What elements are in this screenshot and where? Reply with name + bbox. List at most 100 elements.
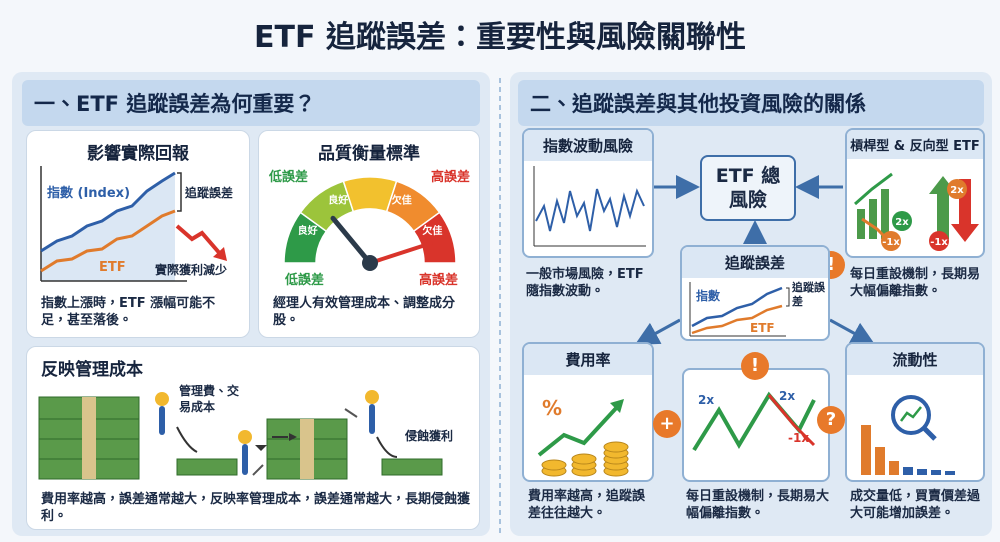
decoration: [634, 318, 681, 345]
index-label: 指數 (Index): [47, 185, 130, 201]
liquidity-node: 流動性: [845, 342, 985, 482]
high-label: 高誤差: [431, 169, 470, 185]
alert-badge: !: [741, 352, 769, 380]
node-title: 槓桿型 & 反向型 ETF: [847, 130, 983, 159]
center-label: ETF 總風險: [715, 165, 781, 211]
decoration: [947, 179, 967, 199]
decoration: [41, 173, 175, 281]
decoration: [537, 403, 621, 457]
decoration: [365, 390, 379, 404]
gauge-needle: [330, 215, 373, 266]
tracking-node: 追蹤誤差 指數 ETF 追蹤誤差: [680, 245, 830, 341]
decoration: [767, 394, 816, 447]
decoration: [155, 390, 379, 444]
node-caption: 成交量低，買賣價差過大可能增加誤差。: [850, 489, 981, 521]
node-caption: 費用率越高，追蹤誤差往往越大。: [528, 489, 646, 521]
leveraged-illustration: 2x 2x -1x -1x: [854, 172, 979, 251]
decoration: [786, 287, 790, 307]
card-caption: 指數上漲時，ETF 漲幅可能不足，甚至落後。: [41, 296, 216, 328]
page-title: ETF 追蹤誤差：重要性與風險關聯性: [254, 20, 746, 55]
node-title: 指數波動風險: [524, 130, 652, 161]
card-title: 影響實際回報: [87, 144, 189, 164]
decoration: [857, 209, 865, 239]
decoration: [829, 318, 876, 345]
daily-reset-illustration: 2x 2x -1x: [692, 389, 816, 452]
decoration: [40, 209, 176, 273]
decoration: [176, 426, 198, 453]
card-title: 反映管理成本: [41, 360, 143, 380]
gauge-zone-label: 良好: [328, 194, 348, 207]
decoration: [40, 171, 176, 253]
decoration: [252, 464, 264, 476]
decoration: [881, 189, 889, 239]
plus-badge: +: [653, 410, 681, 438]
node-caption: 每日重設機制，長期易大幅偏離指數。: [686, 489, 830, 521]
decoration: [159, 404, 375, 475]
decoration: [300, 419, 314, 479]
node-title: 追蹤誤差: [682, 247, 828, 278]
decoration: [177, 172, 182, 212]
decoration: [951, 179, 979, 242]
cost-card: 反映管理成本 管理費、交易成本 侵蝕獲利 費用率越高，誤差通常越大，反映率管理成…: [26, 346, 480, 530]
decoration: [857, 189, 889, 239]
decoration: [255, 445, 267, 451]
decoration: [289, 433, 297, 441]
quality-card: 品質衡量標準 低誤差 高誤差 低誤差 高誤差 良好 良好 欠佳 欠佳 經理人有效管理成…: [258, 130, 480, 338]
index-risk-node: 指數波動風險: [522, 128, 654, 258]
decoration: [869, 199, 877, 239]
center-node: ETF 總風險: [700, 155, 796, 221]
decoration: [255, 445, 267, 451]
decoration: [634, 175, 876, 345]
expense-illustration: %: [537, 396, 629, 477]
etf-label: ETF: [99, 260, 126, 275]
decoration: [344, 408, 358, 418]
expense-node: 費用率 %: [522, 342, 654, 482]
node-title: 流動性: [847, 344, 983, 375]
section-heading: 二、追蹤誤差與其他投資風險的關係: [518, 80, 984, 126]
impact-illustration: 指數 (Index) ETF 追蹤誤差 實際獲利減少: [40, 166, 233, 282]
impact-card: 影響實際回報 指數 (Index) ETF 追蹤誤差 實際獲利減少 指數上漲時，…: [26, 130, 250, 338]
card-title: 品質衡量標準: [318, 144, 420, 164]
gauge-needle: [368, 241, 433, 265]
cost-illustration: [38, 390, 443, 480]
liquidity-illustration: [861, 395, 955, 475]
percent-sign: %: [542, 396, 562, 420]
gauge-zone-label: 欠佳: [422, 224, 442, 237]
decoration: [929, 231, 949, 251]
leverage-label: 2x: [895, 217, 909, 228]
gap-label: 追蹤誤差: [184, 185, 233, 200]
gauge-zone-label: 良好: [298, 224, 318, 237]
decoration: [691, 304, 783, 335]
node-caption: 一般市場風險，ETF 隨指數波動。: [526, 267, 644, 299]
etf-label: ETF: [750, 321, 775, 335]
decoration: [376, 436, 398, 458]
loss-label: 實際獲利減少: [155, 262, 227, 277]
low-label: 低誤差: [268, 169, 308, 185]
leverage-label: -1x: [788, 431, 809, 445]
decoration: [889, 461, 899, 475]
decoration: [238, 430, 252, 444]
decoration: [252, 408, 358, 476]
leverage-label: -1x: [930, 237, 948, 248]
volatility-illustration: [533, 166, 646, 247]
decoration: [176, 458, 238, 476]
question-badge: ?: [817, 406, 845, 434]
decoration: [875, 447, 885, 475]
decoration: 2x 2x -1x -1x: [882, 185, 964, 248]
section-heading: 一、ETF 追蹤誤差為何重要？: [22, 80, 480, 126]
leverage-label: 2x: [779, 389, 795, 403]
low-label: 低誤差: [284, 272, 324, 288]
decoration: [541, 441, 629, 477]
decoration: [82, 397, 96, 479]
decoration: [903, 467, 913, 475]
decoration: [691, 286, 783, 328]
gauge-hub: [362, 255, 378, 271]
decoration: [861, 425, 899, 475]
fee-label: 管理費、交易成本: [179, 384, 240, 414]
decoration: [381, 458, 443, 476]
node-caption: 每日重設機制，長期易大幅偏離指數。: [850, 267, 981, 299]
high-label: 高誤差: [419, 272, 458, 288]
